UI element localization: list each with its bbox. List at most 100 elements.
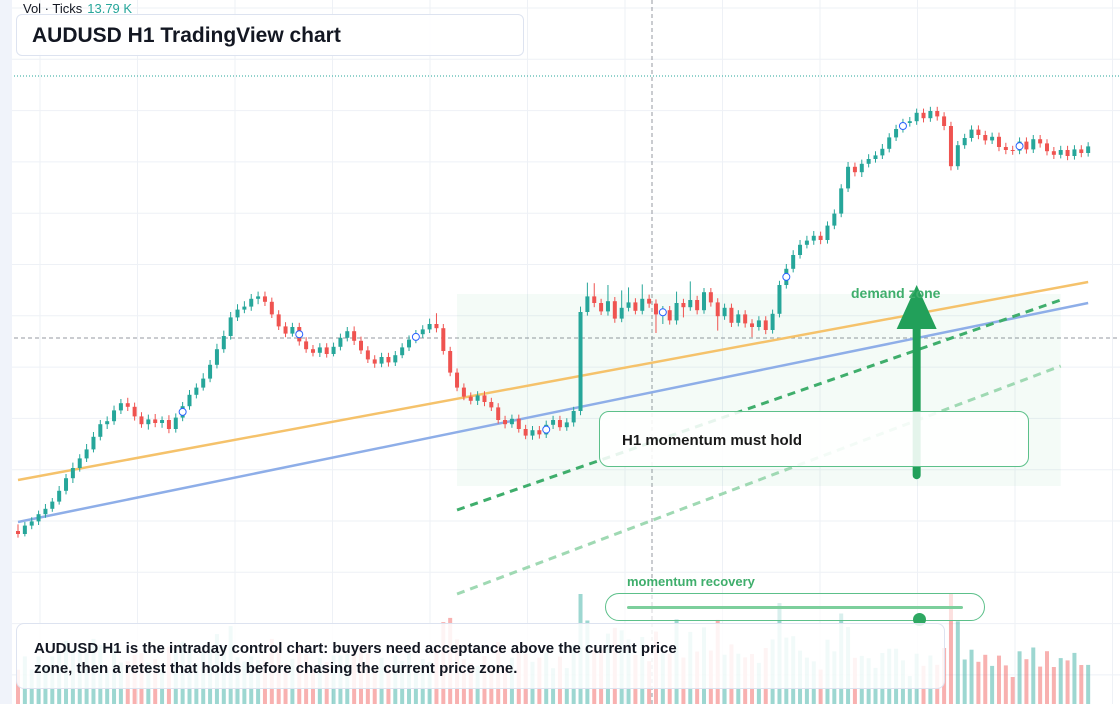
candle-body xyxy=(1031,139,1036,150)
candle xyxy=(317,343,322,357)
candle xyxy=(605,285,610,316)
candle-body xyxy=(352,331,357,341)
candle xyxy=(804,235,809,249)
candle xyxy=(976,125,981,140)
candle xyxy=(1038,135,1043,148)
candle-body xyxy=(619,307,624,319)
candle-body xyxy=(804,240,809,245)
candle xyxy=(750,319,755,338)
candle-body xyxy=(907,121,912,123)
candle xyxy=(331,342,336,357)
candle-body xyxy=(523,429,528,436)
candle xyxy=(1031,135,1036,153)
candle-body xyxy=(16,531,20,534)
candle-body xyxy=(64,478,69,491)
candle-body xyxy=(509,418,514,425)
candle xyxy=(105,416,110,429)
candle xyxy=(571,406,576,427)
trendline xyxy=(17,301,1089,524)
candle xyxy=(496,403,501,424)
candle xyxy=(461,383,466,401)
candle-body xyxy=(201,378,206,388)
slider-track[interactable] xyxy=(627,606,963,626)
candle xyxy=(928,106,933,122)
candle-body xyxy=(194,387,199,395)
momentum-slider[interactable] xyxy=(605,593,985,626)
volume-bar xyxy=(907,676,912,704)
candle xyxy=(262,291,267,306)
volume-bar xyxy=(1072,652,1077,704)
candle xyxy=(825,221,830,244)
candle-body xyxy=(667,310,672,321)
chart-title: AUDUSD H1 TradingView chart xyxy=(32,24,341,47)
candle xyxy=(489,397,494,411)
candle xyxy=(647,294,652,308)
candle xyxy=(592,283,597,308)
candle-body xyxy=(1024,141,1029,150)
candle xyxy=(338,333,343,351)
event-marker-icon xyxy=(178,407,187,416)
candle xyxy=(557,415,562,431)
candle xyxy=(118,399,123,414)
candle xyxy=(516,414,521,433)
candle-body xyxy=(400,347,405,356)
candle-body xyxy=(228,317,233,336)
candle xyxy=(1072,145,1077,160)
candle xyxy=(290,322,295,337)
candle xyxy=(626,287,631,312)
candle xyxy=(70,462,75,483)
candle xyxy=(1065,145,1070,161)
volume-bar xyxy=(976,661,981,704)
candle xyxy=(846,162,851,192)
candle-body xyxy=(235,309,240,318)
candle-body xyxy=(365,350,370,360)
volume-bar xyxy=(996,655,1001,704)
candle-body xyxy=(743,314,748,324)
momentum-arrow-head-icon xyxy=(896,285,937,329)
candle-body xyxy=(729,307,734,323)
candle-body xyxy=(43,508,48,515)
candle xyxy=(57,486,62,505)
candle xyxy=(235,304,240,321)
momentum-note-box: H1 momentum must hold xyxy=(599,411,1029,467)
candle xyxy=(859,159,864,177)
candle xyxy=(640,284,645,315)
candle-body xyxy=(736,314,741,323)
candle xyxy=(208,360,213,383)
candle-body xyxy=(928,111,933,119)
candle-body xyxy=(70,468,75,479)
candle xyxy=(743,310,748,328)
candle-body xyxy=(578,312,583,411)
candle xyxy=(667,306,672,325)
candle-body xyxy=(276,314,281,327)
candle-body xyxy=(208,364,213,379)
candle-body xyxy=(852,166,857,173)
candle-body xyxy=(249,298,254,307)
candle-body xyxy=(338,337,343,347)
volume-bar xyxy=(1051,667,1056,704)
candle xyxy=(365,346,370,363)
candle-body xyxy=(770,313,775,330)
candle-body xyxy=(894,129,899,138)
candle xyxy=(29,517,34,530)
volume-bar xyxy=(962,659,967,704)
slider-thumb[interactable] xyxy=(913,613,927,626)
candle-body xyxy=(221,336,226,350)
candle xyxy=(688,281,693,311)
candle xyxy=(770,309,775,334)
candle-body xyxy=(681,303,686,308)
candle xyxy=(221,330,226,353)
candle xyxy=(996,132,1001,152)
candle-body xyxy=(22,525,27,534)
candle xyxy=(310,345,315,357)
event-marker-icon xyxy=(411,332,420,341)
candle xyxy=(475,391,480,405)
candle-body xyxy=(310,349,315,353)
volume-indicator-label[interactable]: Vol · Ticks 13.79 K xyxy=(23,1,132,16)
candle-body xyxy=(887,137,892,149)
candle xyxy=(962,133,967,149)
candle xyxy=(798,240,803,259)
candle-body xyxy=(564,422,569,428)
candle xyxy=(132,402,137,421)
candle-body xyxy=(921,112,926,119)
